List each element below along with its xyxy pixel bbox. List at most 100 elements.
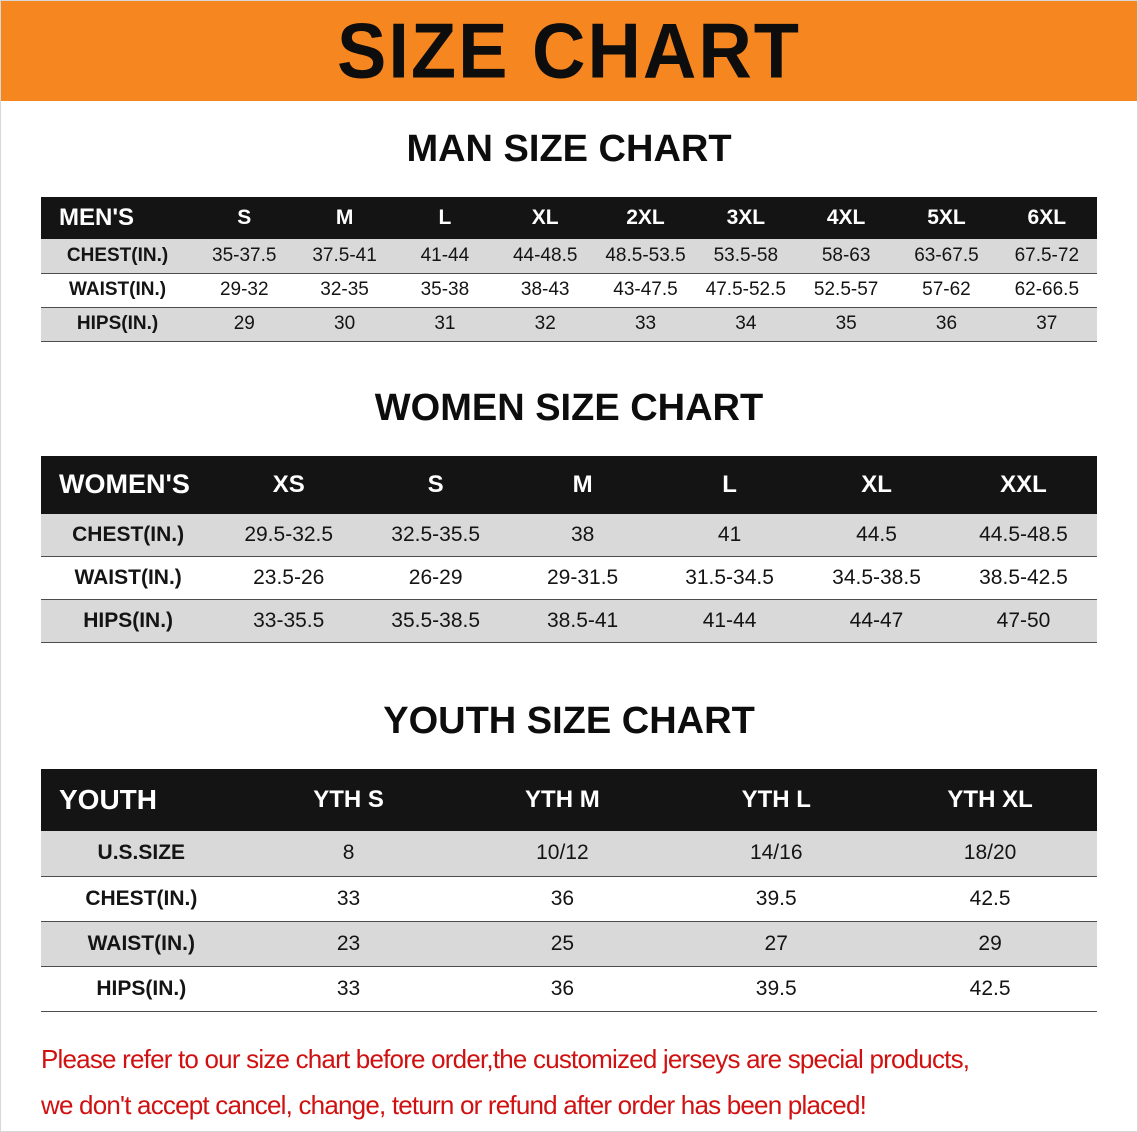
table-title-cell: WOMEN'S — [59, 469, 190, 499]
measurement-value-cell: 32-35 — [320, 279, 369, 300]
measurement-label-cell: CHEST(IN.) — [66, 244, 169, 266]
measurement-label-cell: U.S.SIZE — [97, 841, 186, 865]
women-size-table: WOMEN'S XS S M L XL XXL CHEST(IN.) 29.5-32.5 32.5… — [41, 455, 1097, 644]
men-size-section: MAN SIZE CHART MEN'S S M L XL 2XL 3XL 4XL 5XL 6XL… — [41, 127, 1097, 342]
measurement-value-cell: 23.5-26 — [253, 566, 325, 589]
measurement-value-cell: 44-48.5 — [512, 244, 578, 266]
measurement-value-cell: 10/12 — [536, 841, 589, 865]
measurement-value-cell: 42.5 — [969, 976, 1011, 1000]
measurement-value-cell: 39.5 — [755, 976, 797, 1000]
measurement-row: CHEST(IN.) 29.5-32.5 32.5-35.5 38 41 44.5 44.5… — [41, 513, 1097, 557]
size-header-cell: 3XL — [726, 206, 766, 229]
measurement-value-cell: 29-31.5 — [547, 566, 619, 589]
measurement-value-cell: 29-32 — [219, 279, 269, 300]
table-header-row: YOUTH YTH S YTH M YTH L YTH XL — [41, 769, 1097, 831]
measurement-value-cell: 34.5-38.5 — [832, 566, 921, 589]
measurement-value-cell: 26-29 — [408, 566, 463, 589]
size-header-cell: YTH L — [741, 786, 811, 813]
measurement-value-cell: 53.5-58 — [713, 244, 779, 266]
size-header-cell: YTH XL — [947, 786, 1033, 813]
size-header-cell: L — [438, 206, 452, 229]
measurement-value-cell: 38 — [570, 522, 595, 546]
measurement-value-cell: 14/16 — [749, 841, 803, 865]
measurement-value-cell: 34 — [735, 313, 757, 334]
measurement-value-cell: 32.5-35.5 — [391, 522, 481, 546]
size-header-cell: XXL — [1000, 470, 1047, 498]
table-header-row: WOMEN'S XS S M L XL XXL — [41, 455, 1097, 514]
women-section-heading: WOMEN SIZE CHART — [374, 386, 764, 429]
size-header-cell: S — [237, 206, 252, 229]
measurement-value-cell: 62-66.5 — [1014, 279, 1080, 300]
measurement-value-cell: 42.5 — [969, 886, 1011, 910]
measurement-row: HIPS(IN.) 33 36 39.5 42.5 — [41, 966, 1097, 1011]
measurement-label-cell: HIPS(IN.) — [83, 609, 174, 632]
measurement-row: U.S.SIZE 8 10/12 14/16 18/20 — [41, 831, 1097, 876]
measurement-value-cell: 35-37.5 — [212, 244, 277, 266]
measurement-label-cell: CHEST(IN.) — [72, 522, 185, 546]
measurement-value-cell: 36 — [935, 313, 958, 334]
table-title-cell: YOUTH — [59, 784, 157, 815]
measurement-value-cell: 41-44 — [702, 609, 757, 632]
size-header-cell: S — [427, 470, 444, 498]
measurement-row: WAIST(IN.) 23.5-26 26-29 29-31.5 31.5-34.5 34… — [41, 556, 1097, 600]
measurement-row: CHEST(IN.) 33 36 39.5 42.5 — [41, 876, 1097, 921]
measurement-row: WAIST(IN.) 23 25 27 29 — [41, 921, 1097, 966]
measurement-value-cell: 31 — [434, 313, 456, 334]
measurement-value-cell: 44.5-48.5 — [979, 522, 1068, 546]
disclaimer-line-2: we don't accept cancel, change, teturn o… — [41, 1089, 867, 1120]
youth-section-heading: YOUTH SIZE CHART — [383, 700, 755, 742]
page-title: SIZE CHART — [337, 6, 801, 95]
measurement-label-cell: WAIST(IN.) — [87, 931, 195, 955]
measurement-value-cell: 27 — [764, 931, 788, 955]
measurement-value-cell: 47-50 — [996, 609, 1051, 632]
measurement-value-cell: 67.5-72 — [1014, 244, 1080, 266]
size-header-cell: YTH S — [313, 786, 384, 813]
measurement-value-cell: 32 — [534, 313, 556, 334]
youth-size-section: YOUTH SIZE CHART YOUTH YTH S YTH M YTH L YTH… — [41, 699, 1097, 1012]
measurement-value-cell: 31.5-34.5 — [685, 566, 774, 589]
measurement-value-cell: 47.5-52.5 — [705, 279, 786, 300]
measurement-value-cell: 38-43 — [520, 279, 570, 300]
measurement-value-cell: 36 — [550, 976, 575, 1000]
size-header-cell: 5XL — [927, 206, 966, 229]
measurement-row: CHEST(IN.) 35-37.5 37.5-41 41-44 44-48.5 48.5… — [41, 239, 1097, 273]
measurement-row: HIPS(IN.) 29 30 31 32 33 34 35 36 37 — [41, 307, 1097, 341]
measurement-row: HIPS(IN.) 33-35.5 35.5-38.5 38.5-41 41-44 44-… — [41, 599, 1097, 643]
size-header-cell: 4XL — [826, 206, 866, 229]
measurement-value-cell: 39.5 — [755, 886, 797, 910]
size-header-cell: 6XL — [1027, 206, 1067, 229]
measurement-value-cell: 63-67.5 — [914, 244, 979, 266]
measurement-value-cell: 33-35.5 — [253, 609, 325, 632]
measurement-value-cell: 25 — [550, 931, 575, 955]
measurement-value-cell: 18/20 — [963, 841, 1017, 865]
size-header-cell: L — [722, 470, 737, 498]
measurement-value-cell: 8 — [342, 841, 355, 865]
measurement-value-cell: 52.5-57 — [813, 279, 879, 300]
measurement-value-cell: 23 — [336, 931, 361, 955]
measurement-label-cell: HIPS(IN.) — [76, 313, 159, 334]
measurement-label-cell: WAIST(IN.) — [69, 279, 167, 300]
measurement-value-cell: 37.5-41 — [312, 244, 377, 266]
measurement-value-cell: 44.5 — [856, 522, 897, 546]
measurement-value-cell: 29 — [233, 313, 255, 334]
measurement-value-cell: 48.5-53.5 — [605, 244, 686, 266]
measurement-label-cell: HIPS(IN.) — [96, 976, 187, 1000]
measurement-value-cell: 41-44 — [420, 244, 470, 266]
measurement-value-cell: 35 — [835, 313, 857, 334]
measurement-value-cell: 38.5-41 — [547, 609, 619, 632]
size-header-cell: YTH M — [525, 786, 600, 813]
measurement-value-cell: 35.5-38.5 — [391, 609, 481, 632]
measurement-value-cell: 44-47 — [849, 609, 904, 632]
banner: SIZE CHART — [1, 1, 1137, 101]
measurement-value-cell: 33 — [336, 886, 361, 910]
measurement-value-cell: 38.5-42.5 — [979, 566, 1068, 589]
size-header-cell: XL — [531, 206, 559, 229]
measurement-value-cell: 33 — [634, 313, 657, 334]
women-size-section: WOMEN SIZE CHART WOMEN'S XS S M L XL XXL CHEST(… — [41, 386, 1097, 644]
measurement-value-cell: 29 — [978, 931, 1002, 955]
size-header-cell: 2XL — [626, 206, 665, 229]
measurement-label-cell: CHEST(IN.) — [85, 886, 198, 910]
measurement-value-cell: 57-62 — [922, 279, 971, 300]
men-section-heading: MAN SIZE CHART — [406, 128, 732, 170]
